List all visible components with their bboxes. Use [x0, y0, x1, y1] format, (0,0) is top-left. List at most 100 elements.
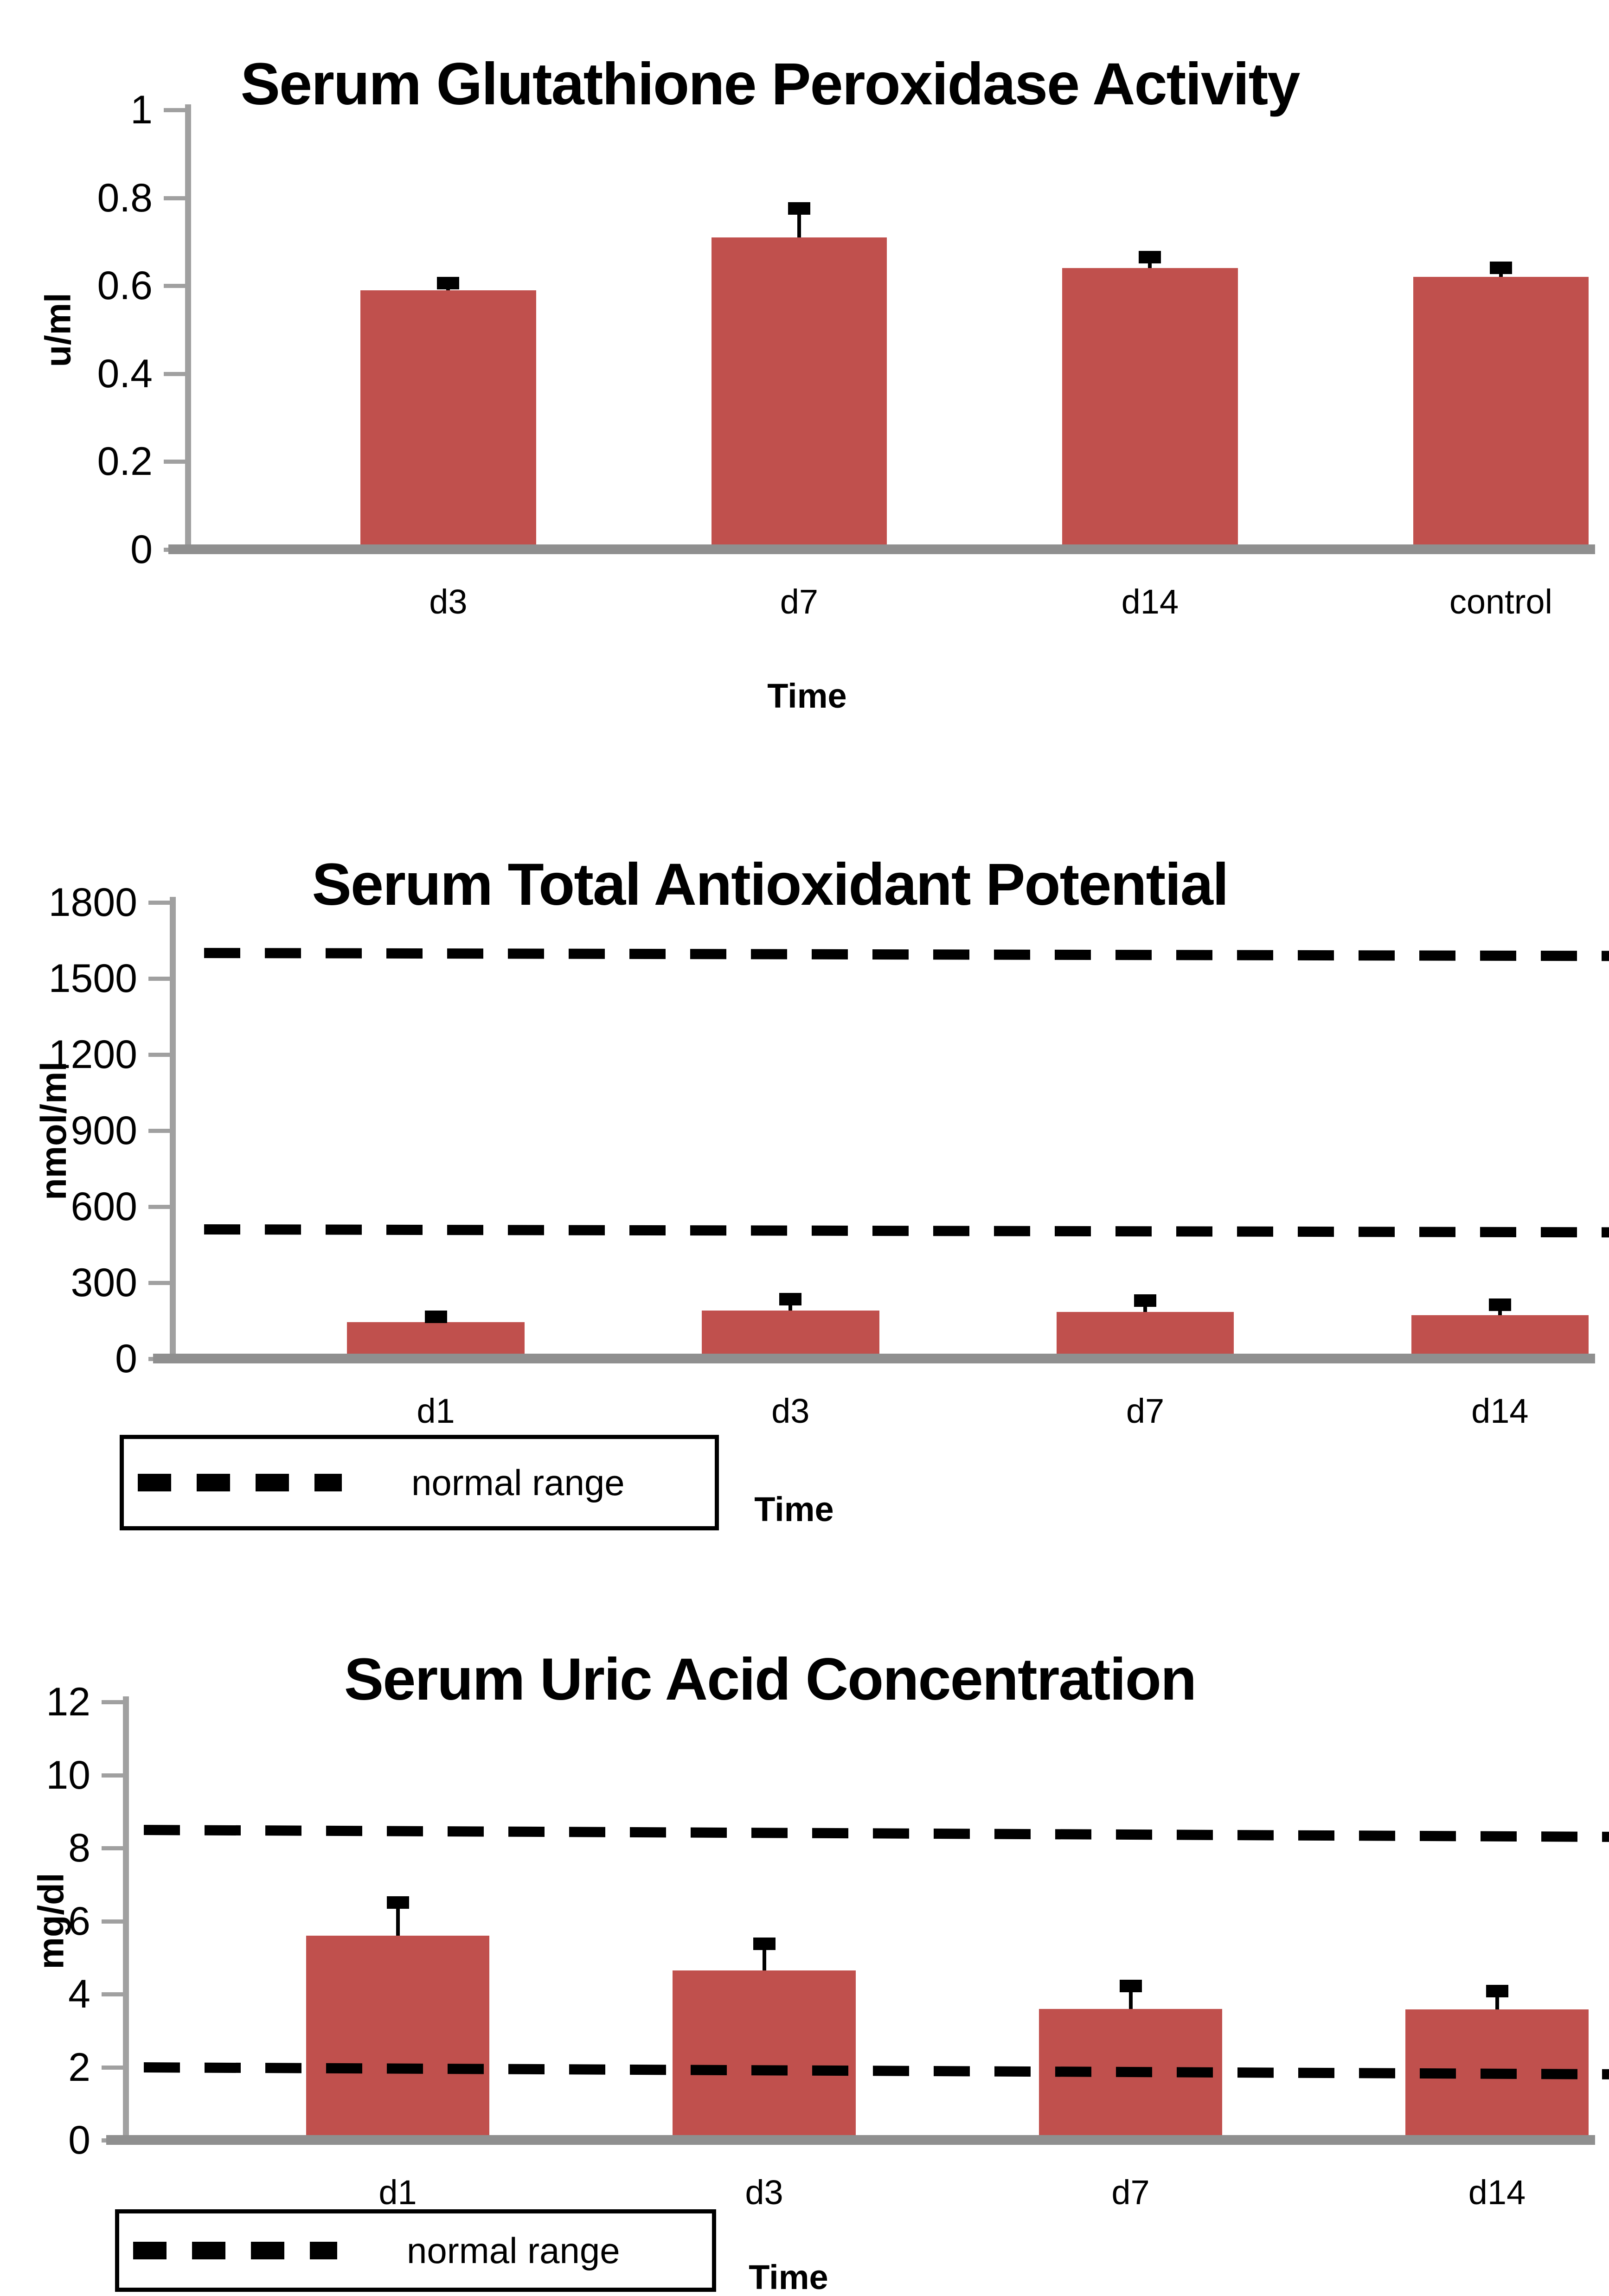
x-category-label: d3	[745, 2173, 783, 2212]
error-bar-stem	[396, 1903, 400, 1936]
y-axis-line	[185, 104, 191, 550]
legend-label: normal range	[407, 2230, 620, 2271]
y-tick-mark	[164, 371, 185, 376]
y-tick-label: 0	[115, 1337, 137, 1381]
y-tick-mark	[164, 284, 185, 288]
x-category-label: d7	[780, 582, 819, 621]
x-category-label: d3	[429, 582, 468, 621]
chart-title: Serum Glutathione Peroxidase Activity	[240, 51, 1301, 117]
normal-range-dashes	[143, 1824, 1609, 1842]
y-tick-label: 1800	[48, 880, 137, 925]
error-bar-cap	[753, 1938, 776, 1951]
error-bar-cap	[1134, 1294, 1157, 1307]
x-axis-line	[106, 2135, 1595, 2145]
y-tick-mark	[164, 196, 185, 200]
error-bar-cap	[1119, 1979, 1142, 1992]
bar-d7	[1056, 1311, 1234, 1359]
error-bar-cap	[437, 277, 460, 290]
bar-d3	[360, 290, 536, 550]
normal-range-dashes	[204, 948, 1609, 961]
error-bar-cap	[424, 1310, 447, 1323]
normal-range-line-upper	[143, 1824, 1609, 1842]
y-tick-label: 10	[46, 1752, 90, 1797]
y-tick-mark	[148, 1053, 170, 1057]
bar-d14	[1411, 1315, 1589, 1359]
y-tick-label: 0.6	[97, 263, 153, 308]
y-tick-label: 4	[68, 1972, 90, 2016]
y-tick-label: 0.8	[97, 175, 153, 220]
x-category-label: d3	[771, 1392, 810, 1430]
plot-area: 0 2 4 6 8 10 12 d1 d3 d7 d14	[46, 1680, 1609, 2212]
error-bar-cap	[779, 1292, 802, 1305]
chart-title: Serum Total Antioxidant Potential	[312, 851, 1229, 918]
legend-normal-range: normal range	[115, 2209, 716, 2292]
normal-range-dash-sample	[133, 2242, 337, 2259]
x-axis-line	[168, 544, 1595, 554]
y-tick-mark	[164, 460, 185, 464]
y-tick-label: 0.2	[97, 439, 153, 484]
y-tick-mark	[148, 1281, 170, 1285]
y-tick-mark	[148, 901, 170, 905]
y-tick-mark	[102, 1773, 123, 1778]
error-bar-cap	[788, 202, 810, 215]
plot-area: 0 0.2 0.4 0.6 0.8 1 d3 d7 d14 control	[97, 88, 1595, 621]
y-tick-label: 0.4	[97, 351, 153, 396]
bar-d3	[673, 1970, 856, 2140]
bar-d14	[1062, 268, 1238, 550]
error-bar-cap	[1489, 262, 1512, 275]
error-bar-stem	[1128, 1986, 1133, 2009]
y-tick-label: 2	[68, 2045, 90, 2090]
y-tick-label: 0	[130, 527, 153, 572]
error-bar-cap	[1486, 1984, 1508, 1997]
bar-d1	[306, 1936, 489, 2140]
error-bar-cap	[1488, 1298, 1511, 1311]
error-bar-stem	[762, 1944, 766, 1970]
y-axis-line	[123, 1696, 129, 2140]
y-axis-line	[170, 897, 176, 1359]
x-axis-title: Time	[767, 677, 847, 715]
y-tick-mark	[102, 1846, 123, 1850]
y-tick-mark	[148, 977, 170, 981]
normal-range-dash-sample	[138, 1474, 342, 1491]
y-tick-mark	[148, 1205, 170, 1209]
normal-range-line-lower	[204, 1224, 1609, 1238]
x-category-label: d1	[417, 1392, 455, 1430]
error-bar-stem	[1495, 1991, 1499, 2010]
y-tick-mark	[102, 1992, 123, 1996]
y-tick-label: 6	[68, 1899, 90, 1944]
error-bar-cap	[386, 1896, 409, 1909]
y-tick-label: 1200	[48, 1032, 137, 1077]
x-axis-title: Time	[749, 2258, 828, 2296]
y-tick-mark	[102, 2065, 123, 2070]
y-tick-mark	[102, 1919, 123, 1924]
bar-d1	[347, 1322, 525, 1359]
chart-title: Serum Uric Acid Concentration	[344, 1646, 1197, 1713]
x-category-label: d7	[1126, 1392, 1165, 1430]
x-category-label: d1	[378, 2173, 417, 2212]
bar-d3	[702, 1311, 879, 1359]
y-tick-label: 8	[68, 1826, 90, 1870]
y-tick-label: 900	[71, 1108, 138, 1153]
y-tick-label: 600	[71, 1184, 138, 1229]
x-category-label: d14	[1468, 2173, 1526, 2212]
plot-area: 0 300 600 900 1200 1500 1800 d1 d3 d7 d14	[49, 880, 1609, 1430]
y-tick-mark	[102, 1700, 123, 1704]
x-category-label: d14	[1121, 582, 1179, 621]
bar-d7	[711, 237, 887, 550]
normal-range-dashes	[204, 1224, 1609, 1238]
y-tick-label: 1500	[48, 956, 137, 1001]
bar-control	[1413, 277, 1589, 550]
x-category-label: d7	[1111, 2173, 1150, 2212]
legend-label: normal range	[411, 1462, 625, 1503]
y-tick-label: 1	[130, 88, 153, 132]
y-tick-label: 0	[68, 2118, 90, 2162]
error-bar-stem	[797, 209, 801, 237]
x-category-label: d14	[1471, 1392, 1529, 1430]
legend-normal-range: normal range	[120, 1435, 719, 1530]
y-tick-mark	[164, 108, 185, 112]
y-tick-mark	[148, 1129, 170, 1133]
normal-range-line-upper	[204, 948, 1609, 961]
y-tick-label: 300	[71, 1260, 138, 1305]
error-bar-cap	[1139, 250, 1161, 263]
